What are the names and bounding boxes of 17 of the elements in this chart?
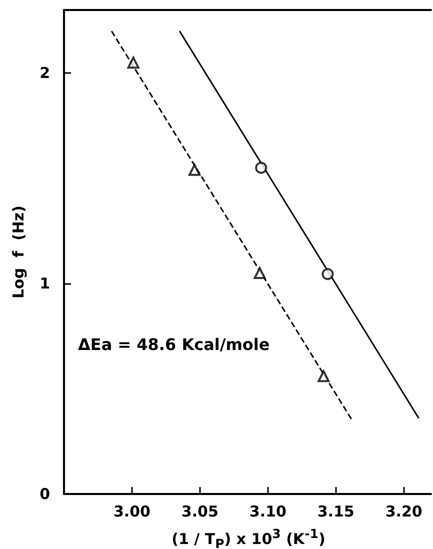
y-tick-label: 2 [40, 64, 50, 82]
point [322, 268, 334, 280]
x-tick-label: 3.00 [113, 502, 150, 520]
point [318, 370, 330, 382]
point [255, 162, 268, 174]
x-tick-label: 3.20 [385, 502, 422, 520]
annotation: ΔEa = 48.6 Kcal/mole [78, 335, 270, 354]
y-axis-title: Log f (Hz) [10, 205, 28, 299]
point [127, 56, 140, 69]
x-tick-label: 3.15 [317, 502, 354, 520]
y-tick-label: 1 [40, 274, 50, 293]
x-tick-label: 3.05 [181, 502, 218, 520]
x-axis-title: (1 / T$_{P}$) x 10$^{3}$ (K$^{-1}$) [170, 526, 326, 549]
point [254, 267, 266, 280]
x-tick-label: 3.10 [249, 502, 286, 520]
y-tick-label: 0 [40, 485, 50, 503]
point [188, 164, 200, 176]
